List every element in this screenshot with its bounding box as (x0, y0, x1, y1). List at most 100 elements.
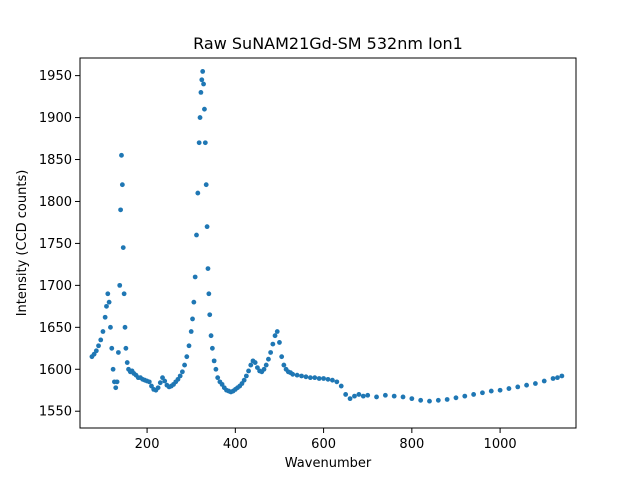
data-point (195, 190, 201, 196)
data-point (196, 140, 202, 146)
data-point (290, 371, 296, 377)
data-point (261, 366, 267, 372)
data-point (118, 207, 123, 213)
y-tick-label: 1600 (39, 363, 72, 378)
data-point (202, 106, 207, 112)
data-point (98, 337, 104, 343)
data-point (203, 182, 209, 188)
y-tick-label: 1550 (39, 405, 72, 420)
data-point (533, 381, 538, 386)
data-point (374, 394, 379, 400)
data-point (506, 386, 512, 391)
data-point (274, 329, 280, 334)
x-tick-label: 600 (311, 437, 336, 452)
data-point (211, 358, 217, 364)
data-point (202, 140, 208, 146)
data-point (194, 232, 199, 238)
data-point (352, 393, 357, 399)
data-point (555, 375, 560, 381)
data-point (453, 395, 459, 401)
data-point (266, 356, 271, 362)
data-point (162, 378, 168, 384)
data-point (201, 81, 206, 87)
data-point (334, 379, 340, 385)
x-tick-label: 800 (399, 437, 424, 452)
data-point (205, 266, 211, 271)
data-point (360, 393, 366, 399)
data-point (191, 299, 197, 305)
data-point (184, 354, 190, 360)
x-tick-label: 400 (223, 437, 248, 452)
data-point (303, 374, 309, 380)
data-point (177, 373, 183, 379)
data-point (480, 390, 485, 396)
data-point (252, 360, 258, 365)
data-point (330, 377, 335, 383)
data-point (268, 350, 274, 355)
data-point (277, 340, 282, 345)
data-point (213, 366, 219, 372)
data-point (418, 397, 424, 403)
data-point (104, 303, 109, 309)
data-point (365, 392, 371, 398)
data-point (524, 382, 529, 388)
data-point (243, 373, 249, 379)
y-tick-label: 1800 (39, 195, 72, 210)
data-point (117, 282, 123, 288)
data-point (356, 392, 362, 397)
data-point (312, 375, 318, 381)
data-point (121, 291, 127, 297)
data-point (281, 362, 287, 368)
data-point (462, 393, 468, 399)
y-axis-label: Intensity (CCD counts) (15, 170, 30, 317)
data-point (435, 397, 441, 403)
data-point (109, 345, 115, 351)
y-tick-label: 1850 (39, 153, 72, 168)
data-point (182, 362, 187, 368)
data-point (270, 341, 276, 347)
data-point (497, 387, 503, 393)
data-point (338, 383, 344, 389)
data-point (115, 350, 121, 355)
data-point (488, 388, 494, 394)
y-tick-label: 1700 (39, 279, 72, 294)
y-tick-label: 1950 (39, 69, 72, 84)
data-point (343, 392, 349, 397)
data-point (198, 90, 204, 95)
data-point (179, 369, 185, 375)
data-point (559, 373, 565, 379)
data-point (400, 394, 406, 400)
y-tick-label: 1900 (39, 111, 72, 126)
x-axis-ticks: 200 400 600 800 1000 (135, 428, 517, 452)
data-point (123, 345, 129, 351)
data-point (186, 343, 192, 349)
data-point (248, 362, 254, 368)
x-tick-label: 1000 (484, 437, 517, 452)
data-point (209, 345, 215, 351)
x-tick-label: 200 (135, 437, 160, 452)
data-point (110, 366, 116, 372)
data-point (263, 362, 269, 368)
data-point (105, 291, 111, 297)
data-point (307, 375, 313, 381)
data-point (299, 373, 304, 379)
data-point (192, 274, 198, 280)
data-point (106, 299, 112, 305)
data-point (246, 368, 251, 374)
data-point (197, 115, 203, 120)
data-point (119, 182, 125, 188)
data-point (100, 329, 106, 334)
plot-area-frame (79, 57, 577, 429)
data-point (294, 372, 300, 378)
x-axis-label: Wavenumber (285, 456, 372, 471)
data-point (199, 77, 205, 83)
data-point (206, 291, 212, 297)
data-point (241, 377, 247, 383)
data-point (207, 312, 213, 318)
y-axis-ticks: 1550 1600 1650 1700 1750 1800 1850 1900 1950 (39, 69, 80, 420)
data-point (200, 69, 206, 74)
data-point (155, 385, 161, 391)
data-point (122, 324, 128, 330)
data-point (279, 354, 285, 360)
data-point (316, 376, 322, 381)
